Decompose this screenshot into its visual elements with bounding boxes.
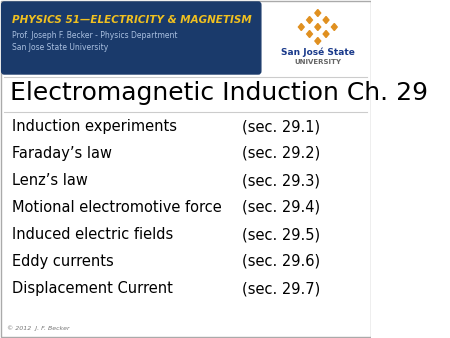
Text: Lenz’s law: Lenz’s law <box>13 173 88 188</box>
Polygon shape <box>315 24 321 30</box>
Text: (sec. 29.1): (sec. 29.1) <box>242 119 320 134</box>
Text: Motional electromotive force: Motional electromotive force <box>13 200 222 215</box>
Polygon shape <box>323 17 329 24</box>
Text: San Jose State University: San Jose State University <box>12 43 108 52</box>
Text: Displacement Current: Displacement Current <box>13 281 173 296</box>
Text: (sec. 29.6): (sec. 29.6) <box>242 254 320 269</box>
Text: UNIVERSITY: UNIVERSITY <box>294 59 341 65</box>
FancyBboxPatch shape <box>2 2 261 74</box>
Text: (sec. 29.5): (sec. 29.5) <box>242 227 320 242</box>
Text: Induced electric fields: Induced electric fields <box>13 227 174 242</box>
Text: (sec. 29.3): (sec. 29.3) <box>242 173 320 188</box>
Text: Prof. Joseph F. Becker - Physics Department: Prof. Joseph F. Becker - Physics Departm… <box>12 31 177 40</box>
Text: Induction experiments: Induction experiments <box>13 119 177 134</box>
Text: (sec. 29.2): (sec. 29.2) <box>242 146 320 161</box>
Text: (sec. 29.7): (sec. 29.7) <box>242 281 320 296</box>
Text: Faraday’s law: Faraday’s law <box>13 146 112 161</box>
Text: (sec. 29.4): (sec. 29.4) <box>242 200 320 215</box>
Polygon shape <box>298 24 304 30</box>
Text: Electromagnetic Induction Ch. 29: Electromagnetic Induction Ch. 29 <box>10 81 428 105</box>
Polygon shape <box>306 17 312 24</box>
Polygon shape <box>315 9 321 17</box>
Text: Eddy currents: Eddy currents <box>13 254 114 269</box>
Polygon shape <box>331 24 337 30</box>
Polygon shape <box>323 30 329 38</box>
Text: San José State: San José State <box>281 48 355 57</box>
Polygon shape <box>315 38 321 45</box>
Polygon shape <box>306 30 312 38</box>
Text: © 2012  J. F. Becker: © 2012 J. F. Becker <box>7 325 69 331</box>
Text: PHYSICS 51—ELECTRICITY & MAGNETISM: PHYSICS 51—ELECTRICITY & MAGNETISM <box>12 15 251 25</box>
